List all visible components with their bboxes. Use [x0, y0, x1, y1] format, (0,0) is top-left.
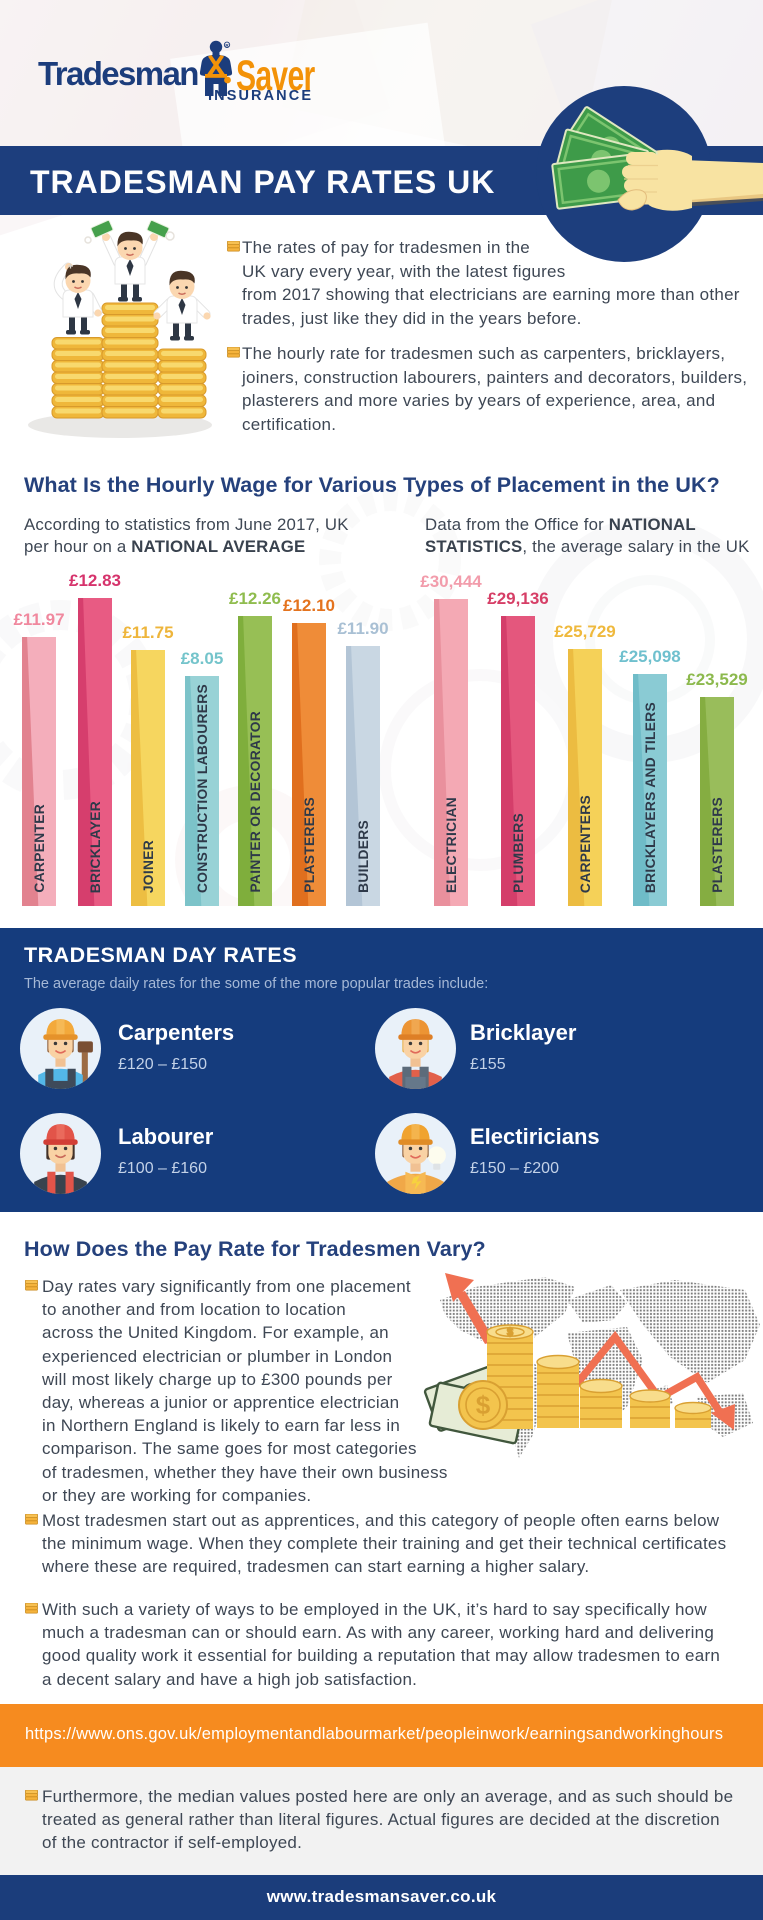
svg-text:R: R [225, 43, 229, 48]
svg-text:$: $ [476, 1390, 491, 1420]
svg-text:$: $ [507, 1327, 513, 1339]
